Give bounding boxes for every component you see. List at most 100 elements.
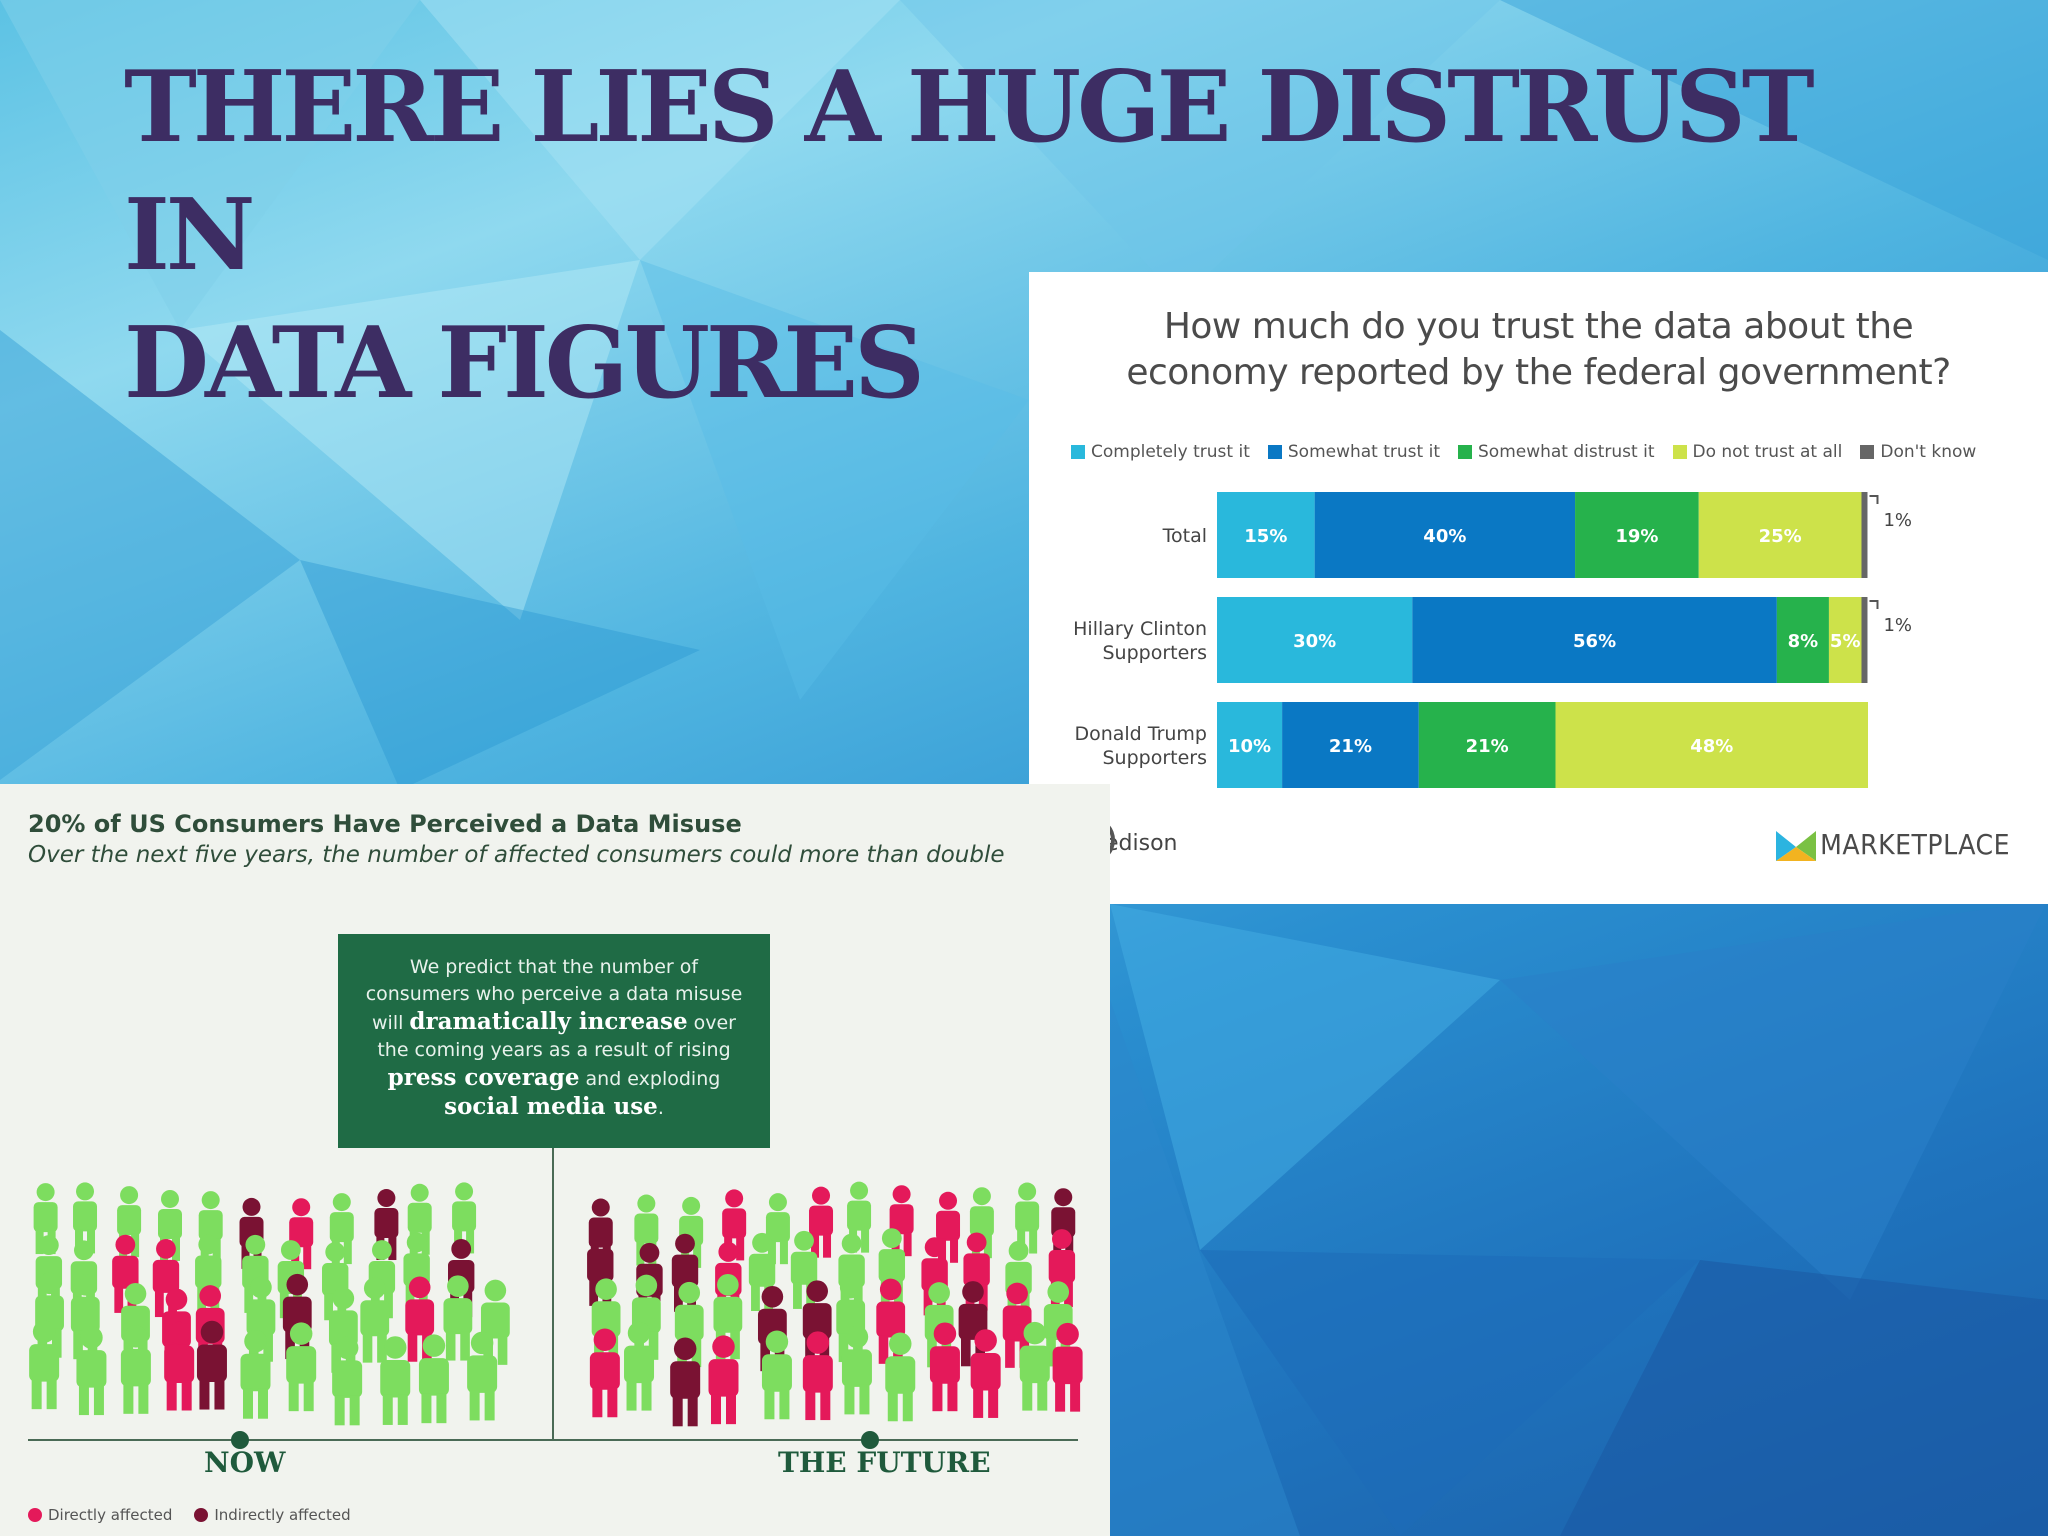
legend-swatch-2 <box>1458 445 1472 459</box>
future-person-5 <box>809 1186 834 1258</box>
chart-legend: Completely trust it Somewhat trust it Some… <box>1071 440 2041 464</box>
now-person-43 <box>418 1334 449 1424</box>
future-person-45 <box>970 1329 1001 1418</box>
stacked-bar-chart: Total 15% 40% 19% 25% 1% Hillary Clinton Suppor… <box>1073 492 1912 788</box>
infographic-title: 20% of US Consumers Have Perceived a Dat… <box>28 810 742 838</box>
bar-0-4 <box>1861 492 1868 578</box>
bar-label-0-1: 40% <box>1423 526 1466 547</box>
future-person-40 <box>761 1330 792 1420</box>
bar-label-1-3: 5% <box>1830 631 1861 652</box>
now-person-42 <box>380 1336 411 1425</box>
marketplace-logo-icon <box>1776 830 1817 861</box>
legend-item-4: Don't know <box>1860 442 1976 462</box>
bar-0-1 <box>1314 492 1576 578</box>
future-person-20 <box>921 1237 948 1316</box>
infographic-subtitle: Over the next five years, the number of … <box>28 842 1005 868</box>
now-person-29 <box>328 1287 358 1373</box>
legend-label-4: Don't know <box>1880 442 1977 462</box>
now-person-41 <box>332 1336 363 1426</box>
future-person-47 <box>1052 1322 1083 1412</box>
future-person-42 <box>841 1325 872 1415</box>
now-person-32 <box>443 1275 473 1361</box>
bar-label-0-0: 15% <box>1244 526 1287 547</box>
category-label-0: Total <box>1162 525 1207 547</box>
bar-2-1 <box>1282 702 1419 788</box>
people-illustration <box>28 1148 1083 1449</box>
legend-swatch-0 <box>1071 445 1085 459</box>
bar-2-2 <box>1418 702 1556 788</box>
chart-title-line2: economy reported by the federal governme… <box>1126 352 1951 393</box>
future-person-39 <box>708 1335 739 1425</box>
now-person-35 <box>76 1326 107 1416</box>
edison-logo-text: edison <box>1105 830 1178 856</box>
now-person-37 <box>164 1321 195 1411</box>
future-marker <box>861 1431 879 1449</box>
future-person-38 <box>670 1337 701 1427</box>
callout-label-1: 1% <box>1883 615 1912 636</box>
callout-line-1 <box>1869 600 1879 609</box>
prediction-box: We predict that the number of consumers … <box>338 934 770 1148</box>
infographic-legend: Directly affected Indirectly affected <box>28 1506 351 1524</box>
bar-label-2-1: 21% <box>1329 736 1372 757</box>
bar-2-0 <box>1217 702 1283 788</box>
legend-label-2: Somewhat distrust it <box>1478 442 1655 462</box>
bar-label-1-2: 8% <box>1788 631 1819 652</box>
bar-label-1-1: 56% <box>1573 631 1616 652</box>
legend-item-0: Completely trust it <box>1071 442 1250 462</box>
label-future: THE FUTURE <box>778 1446 991 1479</box>
bar-1-1 <box>1412 597 1777 683</box>
legend-directly-affected: Directly affected <box>28 1506 172 1524</box>
legend-label-0: Completely trust it <box>1091 442 1250 462</box>
future-person-4 <box>765 1193 790 1265</box>
marketplace-logo-text: MARKETPLACE <box>1820 828 2010 861</box>
slide-title-line1: THERE LIES A HUGE DISTRUST IN <box>124 50 1815 293</box>
legend-indirectly-affected-label: Indirectly affected <box>214 1506 351 1524</box>
now-person-39 <box>240 1329 271 1419</box>
bar-1-4 <box>1861 597 1868 683</box>
prediction-line5: press coverage and exploding <box>387 1064 721 1091</box>
legend-swatch-3 <box>1672 445 1687 459</box>
bar-2-3 <box>1555 702 1868 788</box>
future-person-44 <box>929 1322 960 1412</box>
callout-label-0: 1% <box>1883 510 1912 531</box>
bar-label-0-2: 19% <box>1615 526 1658 547</box>
prediction-line4: the coming years as a result of rising <box>377 1039 731 1061</box>
prediction-line2: consumers who perceive a data misuse <box>365 983 743 1005</box>
future-person-41 <box>802 1331 833 1421</box>
legend-swatch-1 <box>1267 445 1282 459</box>
now-person-36 <box>120 1325 151 1414</box>
bar-1-3 <box>1828 597 1862 683</box>
category-label-2: Donald Trump Supporters <box>1074 723 1207 769</box>
bar-label-2-0: 10% <box>1228 736 1271 757</box>
bar-1-2 <box>1776 597 1829 683</box>
category-label-1: Hillary Clinton Supporters <box>1073 618 1207 664</box>
bar-label-2-2: 21% <box>1466 736 1509 757</box>
future-person-46 <box>1019 1321 1050 1411</box>
legend-swatch-4 <box>1860 445 1875 459</box>
now-person-1 <box>73 1182 98 1254</box>
prediction-line1: We predict that the number of <box>409 956 699 978</box>
future-person-36 <box>589 1328 620 1418</box>
indirectly-affected-dot <box>194 1508 209 1522</box>
future-person-16 <box>748 1232 776 1312</box>
legend-directly-affected-label: Directly affected <box>48 1506 173 1524</box>
now-person-20 <box>403 1232 430 1311</box>
legend-indirectly-affected: Indirectly affected <box>194 1506 351 1524</box>
legend-label-1: Somewhat trust it <box>1287 442 1440 462</box>
bar-0-2 <box>1575 492 1699 578</box>
now-marker <box>231 1431 249 1449</box>
now-person-40 <box>286 1322 317 1412</box>
trust-chart-card: How much do you trust the data about the… <box>1029 272 2048 904</box>
chart-title-line1: How much do you trust the data about the <box>1163 306 1914 347</box>
now-person-38 <box>196 1320 227 1410</box>
chart-title: How much do you trust the data about the… <box>1029 304 2048 396</box>
now-person-34 <box>29 1320 60 1410</box>
prediction-line3: will dramatically increase over <box>372 1008 736 1035</box>
future-person-11 <box>1051 1188 1076 1260</box>
bar-1-0 <box>1217 597 1413 683</box>
bar-label-2-3: 48% <box>1690 736 1733 757</box>
future-person-27 <box>713 1273 743 1360</box>
future-person-30 <box>836 1276 866 1363</box>
bar-label-0-3: 25% <box>1759 526 1802 547</box>
